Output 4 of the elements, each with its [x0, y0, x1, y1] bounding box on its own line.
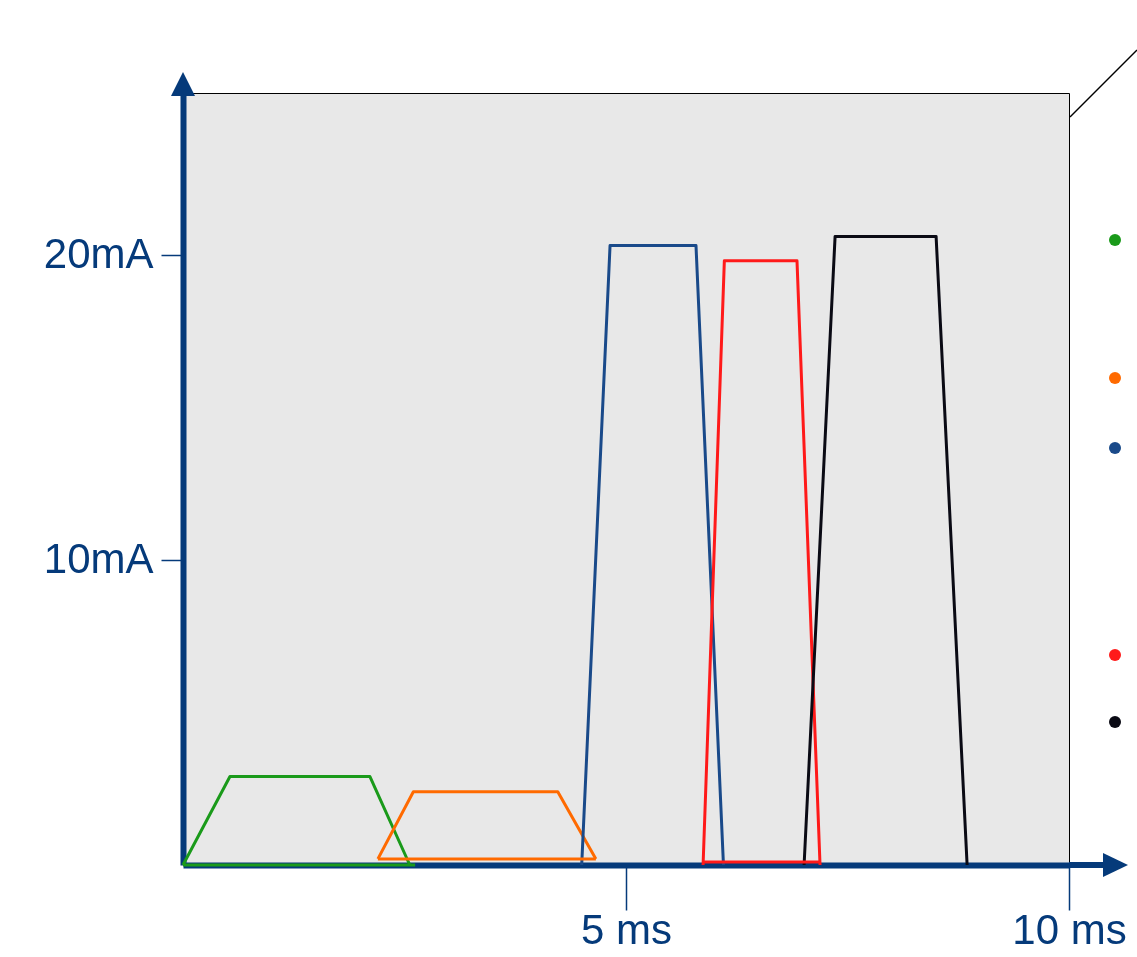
y-tick-label: 20mA — [43, 230, 154, 278]
x-tick-label: 10 ms — [1012, 905, 1127, 953]
y-tick-label: 10mA — [43, 535, 154, 583]
x-tick-label: 5 ms — [580, 905, 673, 953]
